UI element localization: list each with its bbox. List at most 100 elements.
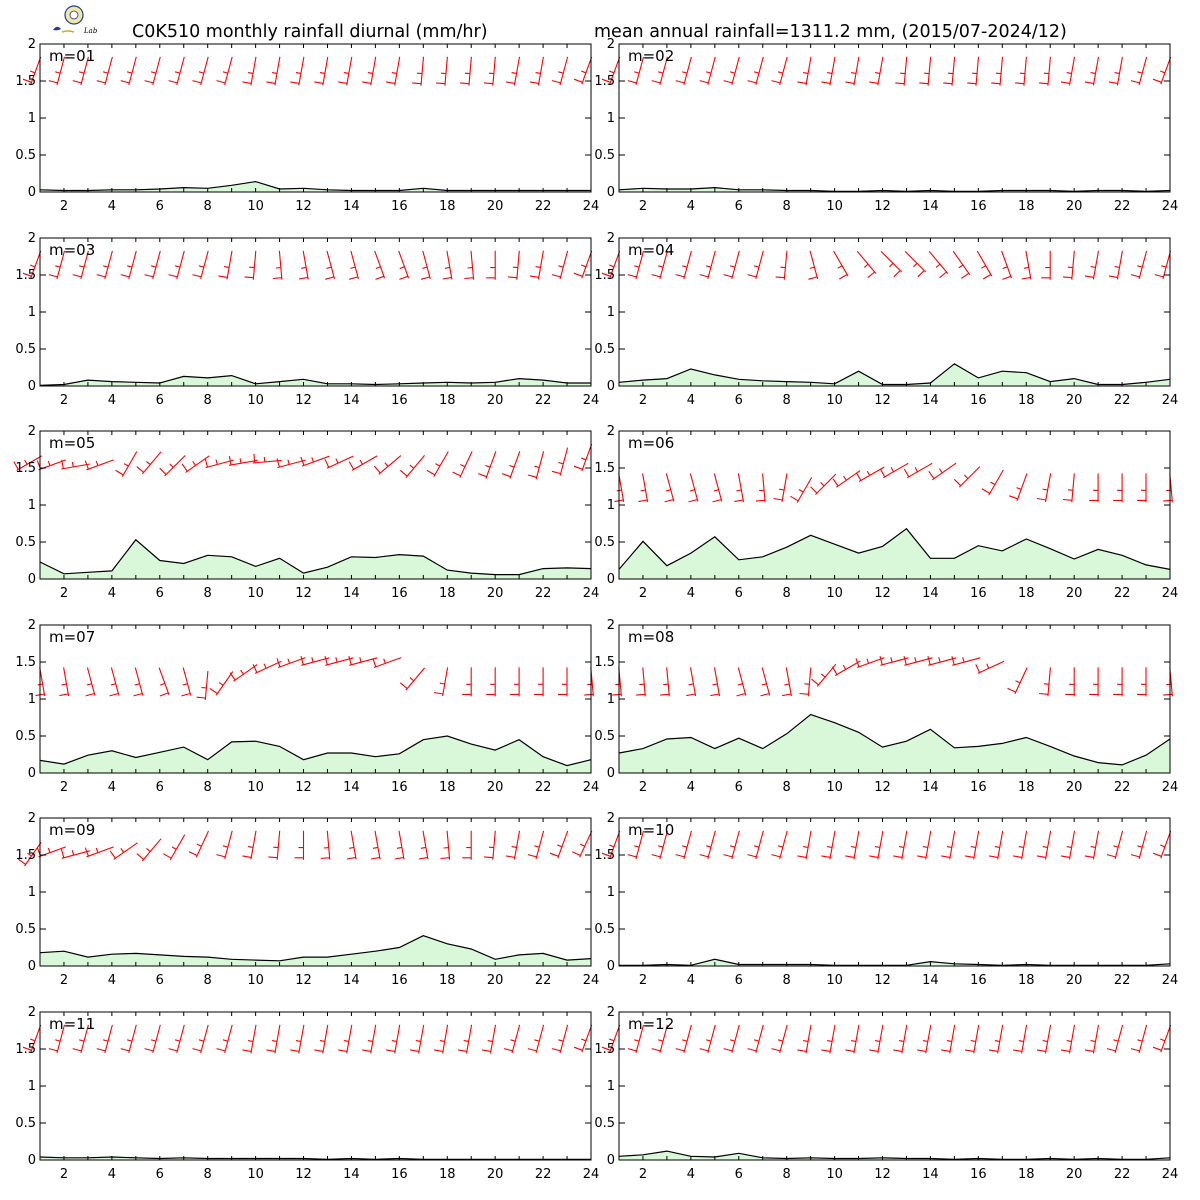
x-tick-label: 4 [108,1167,116,1182]
panel-frame [618,1011,1171,1161]
x-tick-label: 24 [583,393,600,408]
wind-barb [410,1024,425,1054]
x-tick-label: 20 [487,393,504,408]
x-tick-label: 8 [204,199,212,214]
wind-barb [266,56,281,86]
wind-barb [773,473,788,503]
y-tick-label: 0.5 [15,342,36,357]
x-tick-label: 10 [247,973,264,988]
wind-barb [797,1024,812,1054]
wind-barb [362,1024,377,1054]
wind-barb [1021,250,1032,280]
wind-barb [967,56,980,86]
x-tick-label: 12 [295,586,312,601]
x-tick-label: 14 [922,199,939,214]
panels: 00.511.522 4 6 8 10 12 14 16 18 20 22 24m=0100.511.… [13,37,1179,1182]
wind-barb [675,56,692,86]
x-tick-label: 24 [583,586,600,601]
wind-barb [941,830,956,860]
x-tick-label: 10 [247,393,264,408]
x-tick-label: 8 [783,393,791,408]
y-tick-label: 1.5 [15,268,36,283]
wind-barb [760,667,771,697]
wind-barb [272,250,283,280]
month-label: m=07 [49,628,95,646]
station-logo: Lab [53,5,98,35]
wind-barb [1036,830,1052,860]
y-tick-label: 0.5 [15,1116,36,1131]
wind-barb [1108,56,1123,86]
wind-barb [1015,56,1027,86]
x-tick-label: 10 [826,393,843,408]
wind-barb [627,250,645,280]
y-tick-label: 0 [607,572,615,587]
month-label: m=11 [49,1015,95,1033]
x-tick-label: 20 [1066,393,1083,408]
wind-barb [362,56,377,86]
panel-frame [39,237,592,387]
panel-1: 00.511.522 4 6 8 10 12 14 16 18 20 22 24m=01 [15,37,599,214]
x-tick-label: 6 [156,586,164,601]
month-label: m=04 [628,241,674,259]
wind-barb [601,1024,621,1053]
x-tick-label: 8 [783,780,791,795]
panel-frame [618,237,1171,387]
y-tick-label: 0.5 [15,922,36,937]
x-tick-label: 12 [295,780,312,795]
rain-area [619,714,1170,773]
x-tick-label: 4 [108,586,116,601]
wind-barb [84,846,114,858]
x-tick-label: 18 [439,780,456,795]
y-tick-label: 0 [607,959,615,974]
wind-barb [434,1024,449,1054]
wind-barb [120,250,137,280]
wind-barb [917,1024,932,1054]
wind-barb [821,56,836,86]
x-tick-label: 10 [247,1167,264,1182]
x-tick-label: 4 [108,973,116,988]
rain-line [39,735,592,767]
y-tick-label: 0 [28,185,36,200]
wind-barb [917,830,932,860]
wind-barb [61,459,90,470]
y-tick-label: 0.5 [594,148,615,163]
wind-barb [144,1024,161,1054]
x-tick-label: 6 [735,586,743,601]
wind-barb [1039,667,1051,697]
panel-11: 00.511.522 4 6 8 10 12 14 16 18 20 22 24m=11 [15,1005,599,1182]
wind-barb [638,473,649,503]
x-tick-label: 10 [826,199,843,214]
x-tick-label: 16 [970,1167,987,1182]
wind-barb [338,56,353,86]
wind-barb [290,56,305,86]
x-tick-label: 8 [204,393,212,408]
wind-barb [324,455,354,469]
x-tick-label: 4 [687,199,695,214]
wind-barb [325,250,336,280]
x-tick-label: 16 [970,973,987,988]
wind-barb [1130,1024,1148,1054]
y-tick-label: 0 [607,766,615,781]
wind-barb [418,830,429,860]
x-tick-label: 20 [1066,780,1083,795]
wind-barb [159,455,186,477]
x-tick-label: 24 [1162,199,1179,214]
wind-barb [426,451,449,477]
wind-barb [192,250,209,280]
wind-barb [483,830,496,860]
wind-barb [300,655,330,666]
x-tick-label: 24 [1162,973,1179,988]
rain-line [39,374,591,386]
wind-barb [84,459,114,471]
wind-barb [1007,667,1028,695]
rain-line [39,180,591,192]
y-tick-label: 0 [28,1153,36,1168]
x-tick-label: 2 [639,393,647,408]
x-tick-label: 22 [535,973,552,988]
wind-barb [529,250,544,280]
wind-barb [17,841,42,867]
wind-barb [627,56,645,86]
wind-barb [144,56,161,86]
wind-barb [109,667,120,697]
wind-barb [710,667,721,697]
